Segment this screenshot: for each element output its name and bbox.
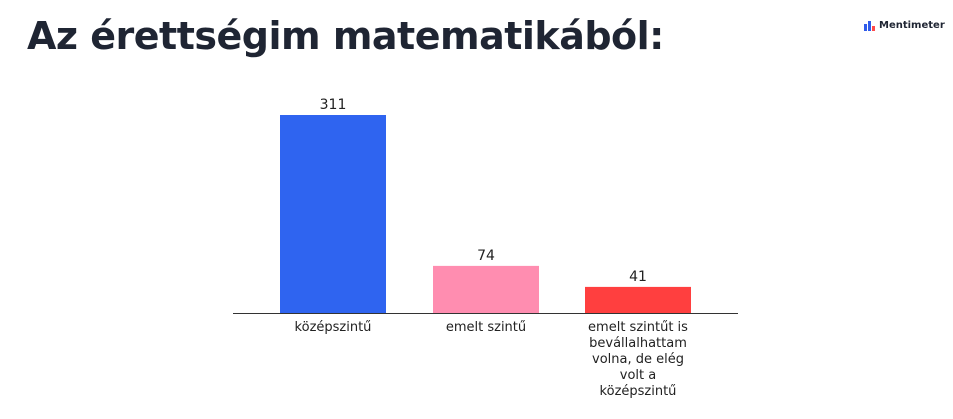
data-label-1: 311 bbox=[320, 97, 347, 113]
category-label-1: középszintű bbox=[295, 320, 372, 335]
bar-1 bbox=[280, 115, 386, 313]
category-label-2: emelt szintű bbox=[446, 320, 526, 335]
data-label-3: 41 bbox=[629, 269, 647, 285]
data-label-2: 74 bbox=[477, 248, 495, 264]
bar-3 bbox=[585, 286, 691, 313]
category-label-3: emelt szintűt is bevállalhattam volna, de … bbox=[588, 320, 688, 399]
page-title: Az érettségim matematikából: bbox=[27, 14, 664, 58]
brand-name: Mentimeter bbox=[879, 20, 945, 31]
bar-2 bbox=[433, 265, 539, 313]
mentimeter-logo-icon bbox=[864, 20, 875, 31]
mentimeter-brand: Mentimeter bbox=[864, 20, 945, 31]
